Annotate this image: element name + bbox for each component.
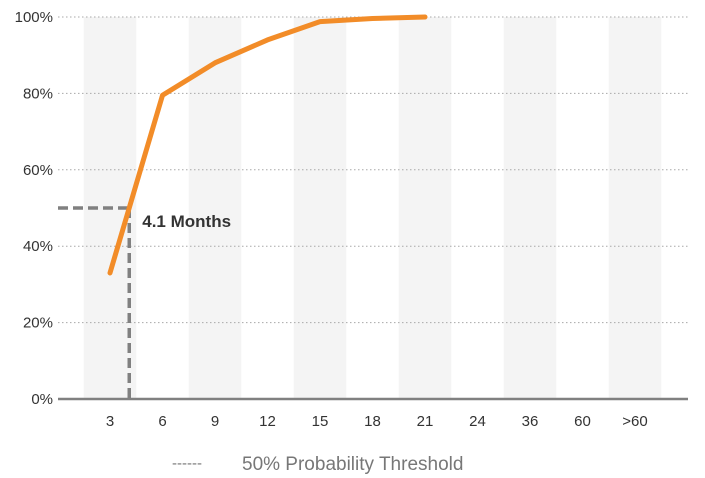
y-gridlines [58, 16, 688, 324]
x-tick-label-4: 15 [312, 413, 329, 430]
threshold-annotation: 4.1 Months [142, 212, 231, 231]
series-line [107, 14, 428, 276]
legend: ------ 50% Probability Threshold [172, 454, 463, 475]
x-tick-label-2: 9 [211, 413, 219, 430]
band-6 [398, 17, 452, 399]
x-tick-label-5: 18 [364, 413, 381, 430]
legend-marker: ------ [172, 455, 202, 472]
band-10 [608, 17, 662, 399]
y-tick-label-3: 60% [23, 162, 53, 179]
x-tick-label-9: 60 [574, 413, 591, 430]
y-tick-label-5: 100% [15, 9, 53, 26]
y-tick-label-4: 80% [23, 85, 53, 102]
band-4 [293, 17, 347, 399]
x-tick-labels: 3 6 9 12 15 18 21 24 36 60 >60 [106, 413, 648, 430]
y-tick-label-0: 0% [31, 391, 53, 408]
legend-label: 50% Probability Threshold [242, 454, 463, 475]
x-tick-label-10: >60 [622, 413, 647, 430]
y-tick-label-2: 40% [23, 238, 53, 255]
x-tick-label-8: 36 [522, 413, 539, 430]
y-tick-label-1: 20% [23, 315, 53, 332]
x-tick-label-0: 3 [106, 413, 114, 430]
series-0-line [107, 14, 428, 276]
x-tick-label-7: 24 [469, 413, 486, 430]
band-2 [188, 17, 242, 399]
band-8 [503, 17, 557, 399]
x-tick-label-1: 6 [158, 413, 166, 430]
threshold-marker [58, 206, 131, 399]
y-tick-labels: 0% 20% 40% 60% 80% 100% [15, 9, 53, 408]
alternating-bands [83, 17, 662, 399]
x-tick-label-6: 21 [417, 413, 434, 430]
x-tick-label-3: 12 [259, 413, 276, 430]
